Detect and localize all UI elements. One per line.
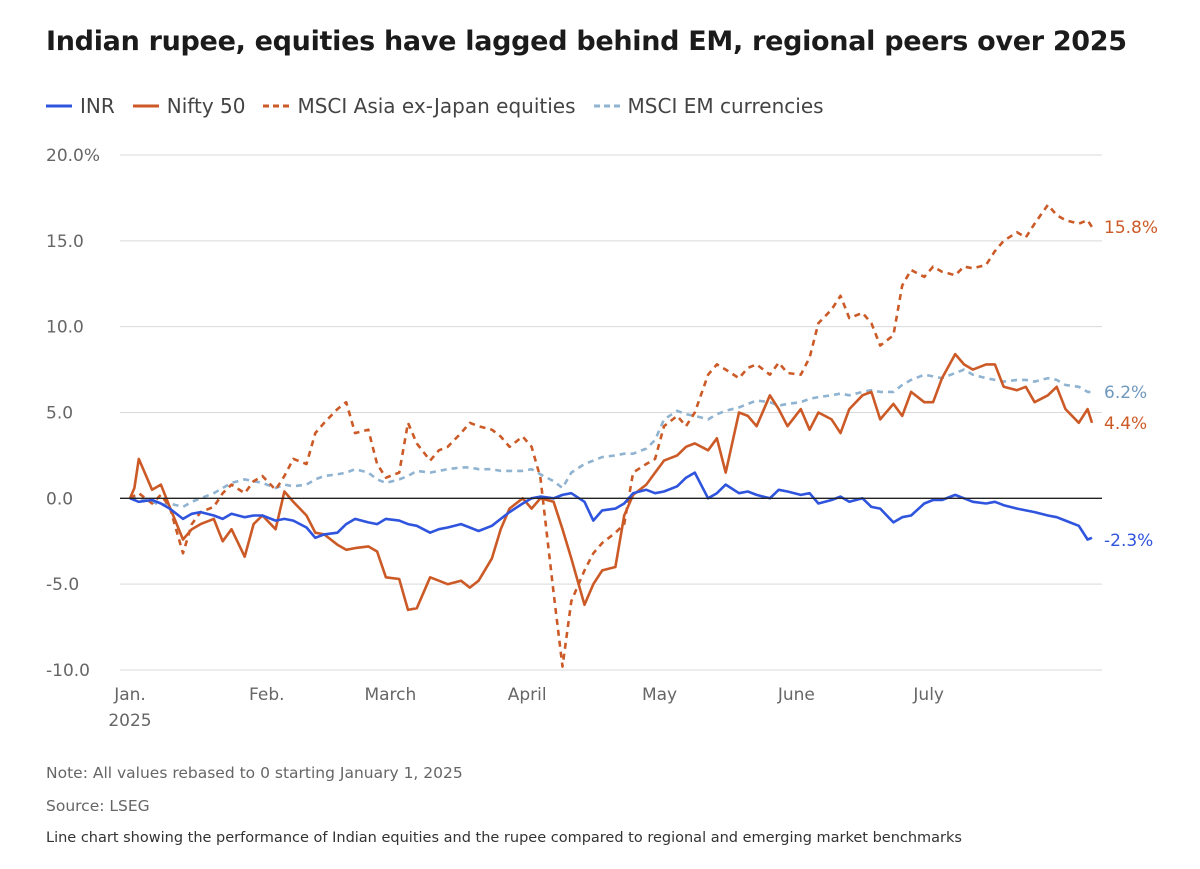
chart-description: Line chart showing the performance of In… [46,830,962,846]
x-tick-label: Feb. [249,685,285,705]
legend-line-msci-asia [263,104,290,108]
x-tick-label: July [912,685,944,705]
legend-item-nifty: Nifty 50 [132,94,246,118]
series-line-msci-em [130,368,1092,509]
y-tick-label: -10.0 [46,661,90,681]
legend-item-inr: INR [46,94,115,118]
chart-legend: INR Nifty 50 MSCI Asia ex-Japan equities… [46,94,824,118]
series-line-nifty [128,352,1094,612]
chart-title: Indian rupee, equities have lagged behin… [46,26,1127,57]
end-label-msci-em: 6.2% [1104,383,1147,403]
y-tick-label: 5.0 [46,404,73,424]
x-tick-label: March [364,685,416,705]
series-line-msci-asia [129,203,1094,668]
legend-item-msci-asia: MSCI Asia ex-Japan equities [263,94,576,118]
legend-line-inr [46,104,72,108]
y-tick-label: 20.0% [46,146,100,166]
end-label-inr: -2.3% [1104,531,1153,551]
x-tick-label: Jan. [113,685,146,705]
x-tick-sublabel: 2025 [108,711,151,731]
legend-line-nifty [132,104,159,108]
end-label-nifty: 4.4% [1104,414,1147,434]
legend-label-nifty: Nifty 50 [166,94,246,118]
x-tick-label: April [508,685,547,705]
end-label-msci-asia: 15.8% [1104,218,1158,238]
y-tick-label: 15.0 [46,232,84,252]
legend-item-msci-em: MSCI EM currencies [593,94,824,118]
y-tick-label: 10.0 [46,318,84,338]
chart-note: Note: All values rebased to 0 starting J… [46,764,463,782]
x-tick-label: May [642,685,677,705]
legend-line-msci-em [593,104,620,108]
y-tick-label: 0.0 [46,489,73,509]
chart-source: Source: LSEG [46,797,150,815]
x-tick-label: June [777,685,815,705]
legend-label-inr: INR [80,94,115,118]
y-tick-label: -5.0 [46,575,79,595]
series-line-inr [129,471,1093,541]
line-chart: 20.0% 15.0 10.0 5.0 0.0 -5.0 -10.0 Jan. 2025 Feb.… [46,146,1158,731]
legend-label-msci-em: MSCI EM currencies [627,94,824,118]
legend-label-msci-asia: MSCI Asia ex-Japan equities [297,94,576,118]
